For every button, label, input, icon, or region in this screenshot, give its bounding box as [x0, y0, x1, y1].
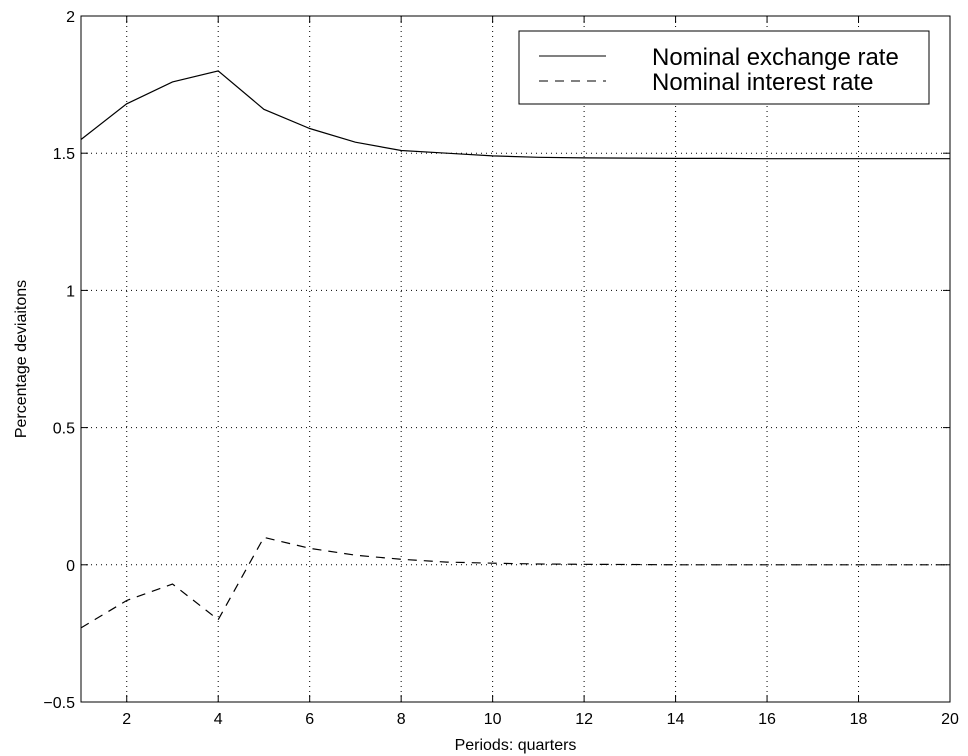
- x-tick-label: 20: [941, 711, 959, 728]
- x-tick-label: 18: [850, 711, 868, 728]
- y-tick-label: −0.5: [43, 695, 75, 712]
- plot-frame: [80, 15, 951, 703]
- axis-ticks: 2 4 6 8 10 12 14 16 18 20 −0.5 0 0.5 1 1.5 2: [43, 9, 959, 728]
- legend: Nominal exchange rate Nominal interest r…: [518, 30, 930, 105]
- y-tick-label: 0: [66, 558, 75, 575]
- x-tick-label: 4: [214, 711, 223, 728]
- y-tick-label: 1.5: [53, 146, 75, 163]
- x-tick-label: 6: [305, 711, 314, 728]
- y-tick-label: 1: [66, 283, 75, 300]
- x-tick-label: 10: [484, 711, 502, 728]
- x-tick-label: 8: [397, 711, 406, 728]
- series-line-0: [80, 70, 950, 160]
- legend-box: [518, 30, 930, 105]
- x-tick-label: 12: [575, 711, 593, 728]
- legend-entry-nominal-exchange-rate: Nominal exchange rate: [652, 44, 899, 71]
- x-tick-label: 16: [758, 711, 776, 728]
- x-tick-label: 2: [122, 711, 131, 728]
- y-tick-label: 0.5: [53, 421, 75, 438]
- x-tick-label: 14: [667, 711, 685, 728]
- x-axis-label: Periods: quarters: [455, 737, 577, 754]
- y-axis-label: Percentage deviaitons: [13, 280, 30, 438]
- series-lines: [80, 70, 950, 629]
- y-tick-label: 2: [66, 9, 75, 26]
- legend-entry-nominal-interest-rate: Nominal interest rate: [652, 69, 873, 96]
